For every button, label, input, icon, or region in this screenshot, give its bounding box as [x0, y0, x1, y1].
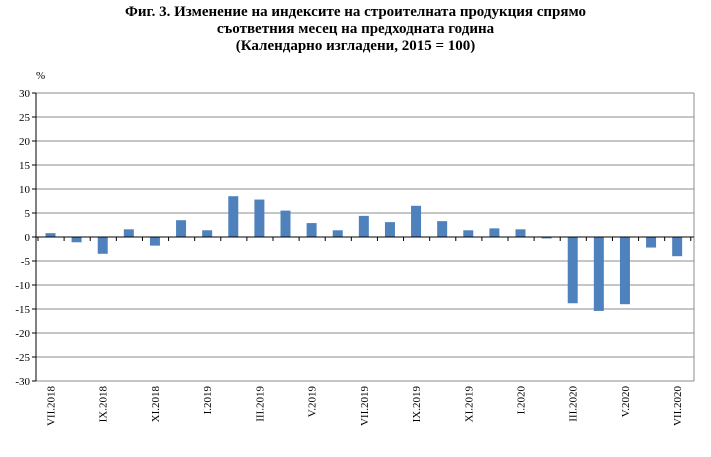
bar-III.2020 — [567, 237, 578, 304]
y-tick-label-20: 20 — [19, 136, 31, 148]
bar-V.2019 — [306, 223, 317, 237]
bar-III.2019 — [254, 199, 265, 237]
bar-X.2019 — [437, 221, 448, 237]
x-tick-label-III.2020: III.2020 — [568, 386, 580, 422]
x-tick-label-IX.2018: IX.2018 — [98, 386, 110, 423]
chart-title-line-1: Фиг. 3. Изменение на индексите на строит… — [124, 4, 587, 20]
bars — [45, 196, 683, 311]
y-tick-label-5: 5 — [25, 208, 31, 220]
y-tick-labels: 30 25 20 15 10 5 0 -5 -10 -15 -20 -25 -30 — [15, 88, 30, 388]
x-tick-label-VII.2019: VII.2019 — [359, 386, 371, 427]
bar-IX.2018 — [97, 237, 108, 254]
bar-II.2020 — [541, 237, 552, 239]
axes — [32, 92, 694, 382]
x-tick-label-VII.2020: VII.2020 — [672, 386, 684, 427]
x-tick-label-XI.2019: XI.2019 — [463, 386, 475, 423]
bar-I.2019 — [202, 230, 213, 237]
bar-XII.2018 — [176, 220, 187, 237]
bar-X.2018 — [123, 229, 134, 237]
bar-V.2020 — [619, 237, 630, 305]
bar-VIII.2019 — [384, 222, 395, 237]
y-tick-label--30: -30 — [15, 376, 30, 388]
bar-VII.2020 — [672, 237, 683, 257]
bar-IV.2020 — [593, 237, 604, 311]
bar-VIII.2018 — [71, 237, 82, 243]
bar-VII.2018 — [45, 233, 56, 237]
x-tick-label-V.2019: V.2019 — [307, 386, 319, 418]
bar-IV.2019 — [280, 210, 291, 237]
bar-XI.2018 — [149, 237, 160, 246]
y-tick-label-15: 15 — [19, 160, 31, 172]
x-tick-label-VII.2018: VII.2018 — [46, 386, 58, 427]
y-tick-label--10: -10 — [15, 280, 30, 292]
bar-I.2020 — [515, 229, 526, 237]
bar-VI.2020 — [646, 237, 657, 248]
bar-IX.2019 — [411, 205, 422, 237]
x-tick-label-XI.2018: XI.2018 — [150, 386, 162, 423]
x-tick-label-I.2019: I.2019 — [202, 386, 214, 415]
chart-title-line-3: (Календарно изгладени, 2015 = 100) — [235, 38, 476, 54]
bar-VII.2019 — [358, 215, 369, 237]
x-tick-labels: VII.2018 IX.2018 XI.2018 I.2019 III.2019 V.20… — [46, 386, 685, 427]
bar-XI.2019 — [463, 230, 474, 237]
bar-VI.2019 — [332, 230, 343, 237]
x-tick-label-IX.2019: IX.2019 — [411, 386, 423, 423]
x-tick-label-I.2020: I.2020 — [516, 386, 528, 415]
y-tick-label--20: -20 — [15, 328, 30, 340]
y-tick-label-25: 25 — [19, 112, 31, 124]
y-tick-label--25: -25 — [15, 352, 30, 364]
y-tick-label-30: 30 — [19, 88, 31, 100]
chart-title: Фиг. 3. Изменение на индексите на строит… — [0, 4, 711, 55]
bar-II.2019 — [228, 196, 239, 237]
y-axis-unit-label: % — [36, 70, 45, 82]
chart-title-line-2: съответния месец на предходната година — [216, 21, 495, 37]
x-tick-label-III.2019: III.2019 — [254, 386, 266, 422]
y-tick-label-0: 0 — [25, 232, 31, 244]
y-tick-label--5: -5 — [21, 256, 31, 268]
y-tick-label--15: -15 — [15, 304, 30, 316]
x-tick-label-V.2020: V.2020 — [620, 386, 632, 418]
y-tick-label-10: 10 — [19, 184, 31, 196]
bar-XII.2019 — [489, 228, 500, 237]
